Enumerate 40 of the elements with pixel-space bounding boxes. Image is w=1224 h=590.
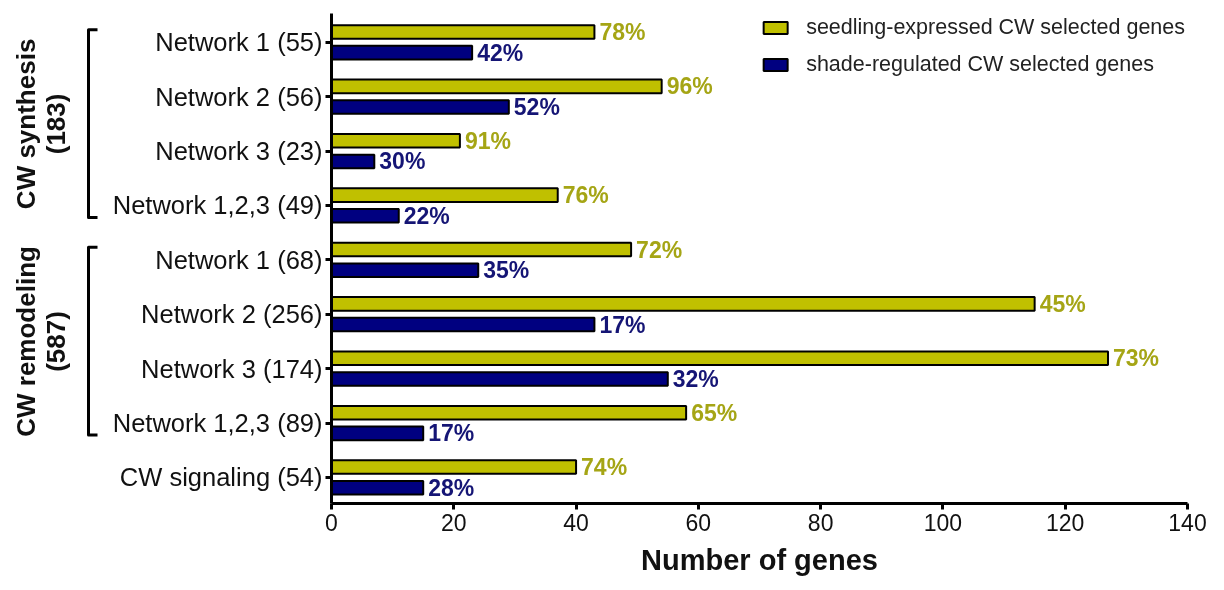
- annotation: 78%: [599, 18, 646, 45]
- y-tick-label: Network 3 (174): [141, 354, 323, 383]
- y-tick-label: Network 2 (56): [155, 82, 323, 111]
- y-tick-label: Network 2 (256): [141, 300, 323, 329]
- x-axis-title: Number of genes: [641, 543, 878, 576]
- annotation: 52%: [513, 94, 560, 121]
- annotation: 30%: [379, 148, 426, 175]
- annotation: 35%: [483, 257, 530, 284]
- legend-label: shade-regulated CW selected genes: [806, 52, 1154, 77]
- y-tick-label: Network 1,2,3 (49): [112, 191, 323, 220]
- x-tick-label: 0: [325, 509, 338, 536]
- annotation: 32%: [672, 365, 719, 392]
- y-tick-label: CW signaling (54): [119, 463, 323, 492]
- text: CW remodeling (587): [10, 246, 71, 437]
- annotation: 42%: [477, 39, 524, 66]
- y-tick-label: Network 1 (68): [155, 245, 323, 274]
- x-tick-label: 60: [685, 509, 712, 536]
- x-tick-label: 40: [563, 509, 589, 536]
- x-tick-label: 80: [807, 509, 834, 536]
- annotation: 22%: [403, 202, 450, 229]
- y-tick-label: Network 3 (23): [155, 137, 323, 166]
- legend-label: seedling-expressed CW selected genes: [806, 15, 1185, 40]
- x-tick-label: 120: [1046, 509, 1085, 536]
- annotation: 74%: [581, 454, 628, 481]
- annotation: 28%: [428, 474, 475, 501]
- y-tick-label: Network 1 (55): [155, 28, 323, 57]
- annotation: 65%: [691, 399, 738, 426]
- annotation: 72%: [636, 236, 683, 263]
- annotation: 91%: [464, 127, 511, 154]
- annotation: 73%: [1113, 345, 1160, 372]
- text: CW synthesis (183): [10, 38, 71, 210]
- annotation: 45%: [1039, 290, 1086, 317]
- annotation: 17%: [428, 420, 475, 447]
- x-tick-label: 100: [923, 509, 963, 536]
- y-tick-label: Network 1,2,3 (89): [112, 409, 323, 438]
- x-tick-label: 140: [1168, 509, 1207, 536]
- annotation: 76%: [562, 182, 609, 209]
- annotation: 96%: [666, 73, 713, 100]
- x-tick-label: 20: [440, 509, 467, 536]
- annotation: 17%: [599, 311, 646, 338]
